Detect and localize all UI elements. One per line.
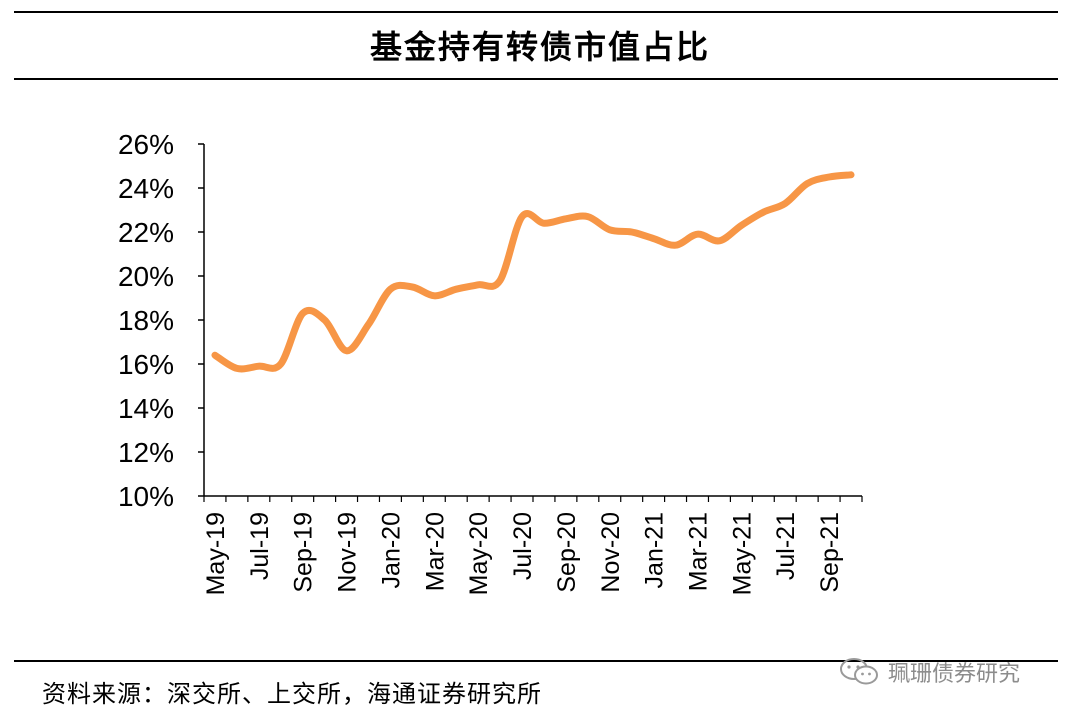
y-tick-label: 10% [118, 481, 174, 512]
data-point [631, 231, 633, 233]
y-tick-label: 16% [118, 349, 174, 380]
data-point [762, 211, 764, 213]
data-point [675, 244, 677, 246]
data-point [587, 216, 589, 218]
data-point [653, 238, 655, 240]
data-point [499, 279, 501, 281]
wechat-icon [840, 658, 878, 685]
x-tick-label: Nov-20 [597, 512, 625, 593]
x-tick-label: Jan-20 [377, 512, 405, 588]
y-tick-label: 26% [118, 129, 174, 160]
data-point [214, 354, 216, 356]
data-point [521, 216, 523, 218]
data-point [455, 288, 457, 290]
data-point [828, 176, 830, 178]
y-tick-label: 12% [118, 437, 174, 468]
y-tick-label: 22% [118, 217, 174, 248]
data-point [368, 323, 369, 325]
top-rule [14, 11, 1058, 13]
data-point [718, 240, 720, 242]
data-point [477, 284, 479, 286]
watermark-label: 珮珊债券研究 [888, 662, 1021, 687]
x-tick-label: Sep-20 [553, 512, 581, 593]
x-tick-label: Sep-21 [816, 512, 844, 593]
data-point [280, 363, 282, 365]
data-point [302, 312, 304, 314]
series-line [211, 171, 855, 373]
data-point [850, 174, 852, 176]
x-tick-label: May-20 [465, 512, 493, 595]
x-tick-label: Jan-21 [641, 512, 669, 588]
data-point [411, 286, 413, 288]
x-tick-label: Jul-19 [246, 512, 274, 580]
x-tick-label: May-19 [202, 512, 230, 595]
data-point [258, 365, 260, 367]
data-point [609, 229, 611, 231]
data-point [433, 295, 435, 297]
data-point [806, 183, 808, 185]
series-layer [211, 171, 855, 373]
x-tick-label: May-21 [728, 512, 756, 595]
source-note: 资料来源：深交所、上交所，海通证券研究所 [42, 680, 542, 708]
data-point [697, 233, 698, 235]
data-point [565, 218, 567, 220]
line-chart: 10% 12% 14% 16% 18% 20% 22% 24% 26% May-19 Jul-19… [118, 129, 863, 595]
data-point [236, 367, 238, 369]
title-rule [14, 78, 1058, 80]
chart-title: 基金持有转债市值占比 [369, 28, 710, 66]
x-tick-label: Jul-21 [772, 512, 800, 580]
y-tick-label: 18% [118, 305, 174, 336]
x-tick-label: Sep-19 [290, 512, 318, 593]
y-tick-label: 14% [118, 393, 174, 424]
watermark: 珮珊债券研究 [838, 656, 1020, 688]
x-tick-label: Mar-20 [421, 512, 449, 591]
y-tick-label: 24% [118, 173, 174, 204]
data-point [324, 319, 326, 321]
data-point [543, 222, 545, 224]
y-axis: 10% 12% 14% 16% 18% 20% 22% 24% 26% [118, 129, 205, 512]
x-tick-label: Mar-21 [685, 512, 713, 591]
data-point [784, 202, 786, 204]
data-point [389, 288, 391, 290]
y-tick-label: 20% [118, 261, 174, 292]
data-point [740, 224, 742, 226]
x-tick-label: Nov-19 [334, 512, 362, 593]
x-tick-label: Jul-20 [509, 512, 537, 580]
x-axis: May-19 Jul-19 Sep-19 Nov-19 Jan-20 Mar-20 May-… [202, 495, 863, 595]
footer-rule [14, 660, 1058, 662]
data-point [346, 350, 348, 352]
